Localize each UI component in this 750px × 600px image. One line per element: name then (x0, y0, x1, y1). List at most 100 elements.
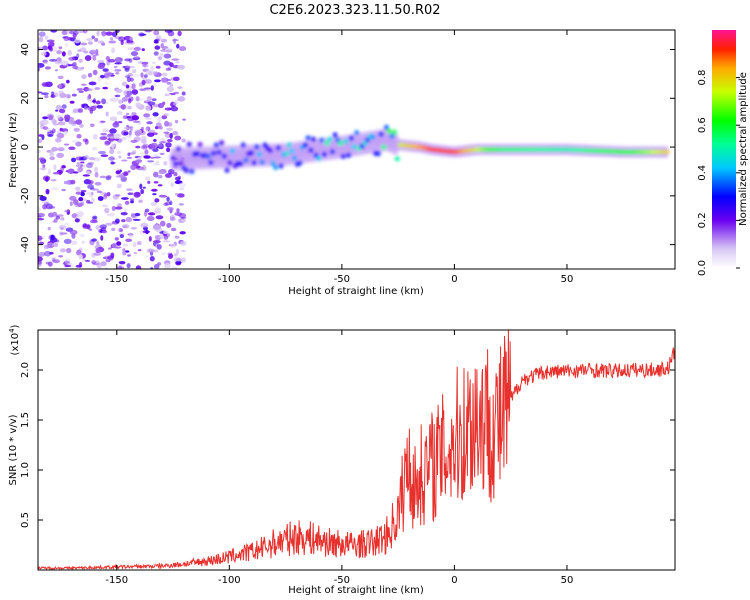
noise-blob (51, 91, 55, 96)
noise-blob (140, 72, 144, 78)
noise-blob (141, 48, 145, 52)
noise-blob (144, 99, 150, 103)
noise-blob (115, 88, 123, 93)
ridge-core (305, 135, 311, 141)
noise-blob (155, 35, 162, 41)
spectrogram-x-ticks: -150 -100 -50 0 50 (105, 30, 573, 285)
noise-blob (159, 145, 164, 150)
ridge-core (229, 148, 235, 154)
noise-blob (154, 207, 161, 212)
noise-blob (56, 50, 63, 55)
noise-blob (108, 247, 112, 250)
noise-blob (53, 123, 59, 126)
noise-blob (153, 224, 162, 230)
colorbar-tick-label: 0.8 (697, 70, 708, 86)
noise-blob (166, 78, 172, 82)
noise-blob (170, 242, 176, 249)
noise-blob (47, 168, 52, 175)
noise-blob (177, 86, 183, 89)
noise-blob (144, 79, 152, 84)
noise-blob (64, 222, 70, 226)
spectrogram-y-tick-label: 0 (20, 144, 31, 150)
noise-blob (124, 67, 130, 72)
noise-blob (173, 253, 178, 257)
spectrogram-x-tick-label: 50 (561, 274, 574, 285)
noise-blob (166, 222, 172, 228)
noise-blob (125, 84, 130, 89)
noise-blob (51, 146, 58, 152)
noise-blob (42, 204, 48, 210)
ridge-core (259, 159, 265, 165)
noise-blob (178, 187, 185, 191)
noise-blob (127, 47, 135, 50)
ridge-core (248, 150, 254, 156)
snr-frame (37, 329, 676, 571)
noise-blob (80, 189, 87, 193)
noise-blob (72, 140, 78, 144)
ridge-core (262, 142, 268, 148)
colorbar: 0.0 0.2 0.4 0.6 0.8 Normalized spectral ampl… (697, 30, 749, 276)
noise-blob (153, 41, 159, 44)
noise-blob (56, 116, 62, 120)
noise-blob (130, 213, 137, 218)
noise-blob (146, 121, 153, 125)
noise-blob (145, 70, 152, 76)
noise-blob (99, 175, 107, 179)
spectrogram-x-tick-label: -150 (105, 274, 128, 285)
noise-blob (181, 250, 186, 253)
ridge-core (238, 161, 244, 167)
noise-blob (122, 65, 126, 69)
ridge-core (394, 156, 400, 162)
ridge-core (389, 133, 395, 139)
spectrogram-panel: -150 -100 -50 0 50 -40 -20 0 20 40 Height of str… (8, 29, 676, 297)
noise-blob (169, 215, 175, 221)
noise-blob (59, 92, 67, 99)
snr-y-ticks: 0.5 1.0 1.5 2.0 (20, 362, 675, 528)
noise-blob (61, 104, 67, 109)
noise-blob (89, 54, 96, 57)
noise-blob (71, 233, 76, 239)
noise-blob (114, 62, 122, 65)
noise-blob (46, 39, 55, 43)
noise-blob (49, 251, 54, 255)
noise-blob (87, 180, 94, 185)
ridge-core (346, 152, 352, 158)
colorbar-tick-label: 0.2 (697, 212, 708, 228)
noise-blob (119, 228, 124, 233)
noise-blob (75, 119, 83, 125)
noise-blob (140, 222, 149, 228)
noise-blob (97, 196, 104, 201)
noise-blob (41, 168, 46, 171)
noise-blob (67, 64, 74, 67)
noise-blob (127, 192, 134, 196)
ridge-core (227, 160, 233, 166)
noise-blob (106, 191, 111, 197)
noise-blob (143, 113, 151, 118)
ridge-core (383, 124, 389, 130)
noise-blob (169, 132, 173, 139)
noise-blob (96, 30, 100, 37)
noise-blob (48, 234, 56, 241)
noise-blob (104, 193, 108, 197)
noise-blob (59, 84, 63, 88)
noise-blob (176, 43, 180, 49)
noise-blob (106, 255, 114, 260)
noise-blob (80, 83, 87, 86)
noise-blob (181, 91, 186, 96)
noise-blob (47, 226, 51, 231)
ridge-core (311, 136, 317, 142)
noise-blob (118, 174, 126, 179)
colorbar-gradient (712, 30, 736, 268)
noise-blob (122, 115, 129, 120)
noise-blob (94, 181, 102, 186)
noise-blob (40, 161, 45, 165)
noise-blob (48, 206, 56, 209)
noise-blob (82, 223, 88, 228)
noise-blob (51, 187, 60, 191)
noise-blob (144, 176, 151, 181)
noise-blob (100, 154, 109, 157)
noise-blob (108, 156, 115, 161)
noise-blob (125, 112, 130, 116)
noise-blob (63, 180, 69, 185)
noise-blob (169, 62, 174, 68)
